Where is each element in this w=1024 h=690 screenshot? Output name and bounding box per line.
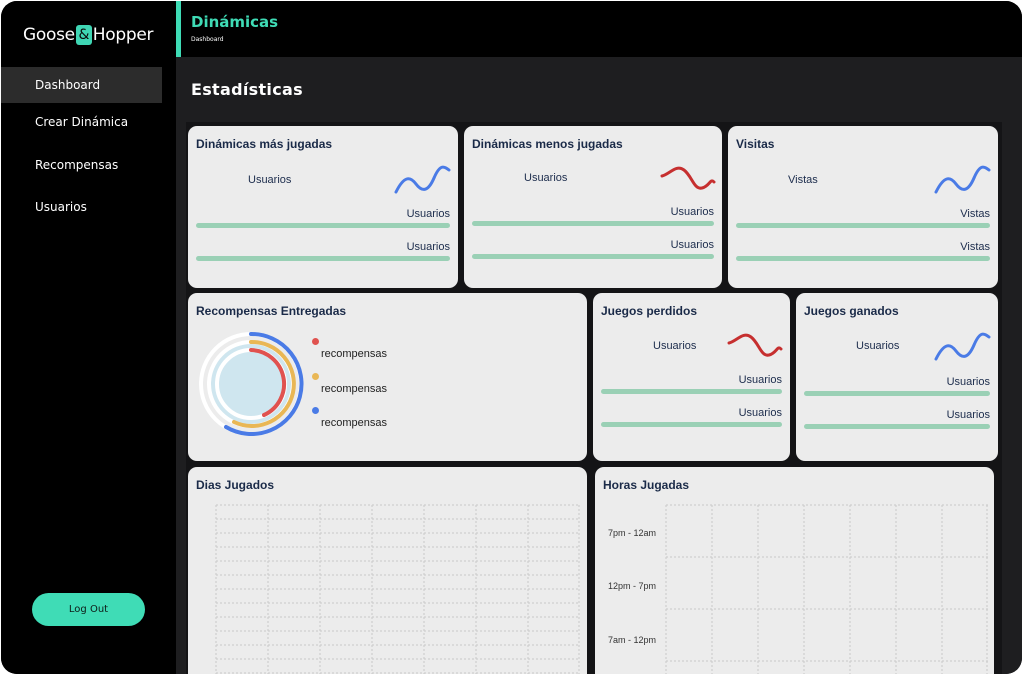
brand-name-right: Hopper (92, 25, 154, 45)
sidebar: Goose & Hopper Dashboard Crear Dinámica Re… (1, 1, 164, 674)
section-heading: Estadísticas (191, 80, 303, 99)
card-title: Dinámicas menos jugadas (472, 137, 623, 151)
legend-label: recompensas (321, 348, 388, 360)
sidebar-item-label: Crear Dinámica (35, 115, 129, 129)
progress-bar (601, 389, 782, 394)
radial-progress-chart (199, 331, 304, 436)
legend-dot-blue (312, 407, 319, 414)
progress-bar (804, 424, 990, 429)
progress-bar (804, 391, 990, 396)
card-horas-jugadas: Horas Jugadas 7pm - 12am 12pm - 7pm 7am … (595, 467, 994, 674)
row-label: Usuarios (406, 208, 450, 220)
card-title: Dinámicas más jugadas (196, 137, 333, 151)
row-label: Vistas (960, 241, 990, 253)
app-window: Goose & Hopper Dashboard Crear Dinámica Re… (1, 1, 1022, 674)
row-label: Usuarios (738, 407, 782, 419)
row-label: Usuarios (406, 241, 450, 253)
card-dias-jugados: Dias Jugados (188, 467, 587, 674)
center-label: Vistas (788, 174, 818, 186)
sidebar-item-dashboard[interactable]: Dashboard (1, 67, 162, 103)
trend-up-icon (394, 165, 451, 194)
brand-logo[interactable]: Goose & Hopper (23, 25, 154, 45)
breadcrumb: Dashboard (191, 36, 224, 43)
card-dinamicas-menos-jugadas: Dinámicas menos jugadas Usuarios Usuario… (464, 126, 722, 288)
header: Dinámicas Dashboard (176, 1, 1022, 57)
center-label: Usuarios (856, 340, 900, 352)
sidebar-item-recompensas[interactable]: Recompensas (1, 147, 162, 183)
stats-panel: Dinámicas más jugadas Usuarios Usuarios … (186, 122, 1002, 674)
card-title: Recompensas Entregadas (196, 304, 347, 318)
y-axis-label: 7am - 12pm (608, 635, 657, 645)
y-axis-label: 12pm - 7pm (608, 581, 657, 591)
dias-jugados-grid (215, 504, 580, 674)
progress-bar (196, 256, 450, 261)
trend-down-icon (660, 166, 716, 190)
main-content: Estadísticas Dinámicas más jugadas Usuar… (176, 57, 1022, 674)
card-dinamicas-mas-jugadas: Dinámicas más jugadas Usuarios Usuarios … (188, 126, 458, 288)
card-title: Juegos ganados (804, 304, 899, 318)
page-title: Dinámicas (191, 13, 279, 31)
card-title: Horas Jugadas (603, 478, 690, 492)
progress-bar (736, 223, 990, 228)
legend-label: recompensas (321, 417, 388, 429)
center-label: Usuarios (248, 174, 292, 186)
legend-dot-yellow (312, 373, 319, 380)
y-axis-label: 7pm - 12am (608, 528, 657, 538)
row-label: Usuarios (670, 239, 714, 251)
trend-up-icon (934, 165, 991, 194)
center-label: Usuarios (524, 172, 568, 184)
legend-label: recompensas (321, 383, 388, 395)
progress-bar (601, 422, 782, 427)
row-label: Usuarios (738, 374, 782, 386)
trend-up-icon (934, 332, 991, 361)
sidebar-item-label: Recompensas (35, 158, 119, 172)
legend-dot-red (312, 338, 319, 345)
card-juegos-ganados: Juegos ganados Usuarios Usuarios Usuario… (796, 293, 998, 461)
row-label: Usuarios (946, 376, 990, 388)
progress-bar (472, 254, 714, 259)
card-title: Juegos perdidos (601, 304, 698, 318)
horas-jugadas-grid (665, 504, 988, 674)
header-accent (176, 1, 181, 57)
progress-bar (196, 223, 450, 228)
brand-ampersand: & (75, 25, 92, 45)
card-juegos-perdidos: Juegos perdidos Usuarios Usuarios Usuari… (593, 293, 790, 461)
sidebar-item-crear-dinamica[interactable]: Crear Dinámica (1, 104, 162, 140)
sidebar-item-usuarios[interactable]: Usuarios (1, 189, 162, 225)
sidebar-item-label: Dashboard (35, 78, 101, 92)
progress-bar (472, 221, 714, 226)
trend-down-icon (727, 333, 783, 357)
brand-name-left: Goose (23, 25, 75, 45)
logout-button[interactable]: Log Out (32, 593, 145, 626)
card-visitas: Visitas Vistas Vistas Vistas (728, 126, 998, 288)
center-label: Usuarios (653, 340, 697, 352)
card-recompensas-entregadas: Recompensas Entregadas recompensas recom… (188, 293, 587, 461)
card-title: Dias Jugados (196, 478, 275, 492)
row-label: Usuarios (946, 409, 990, 421)
row-label: Vistas (960, 208, 990, 220)
sidebar-item-label: Usuarios (35, 200, 87, 214)
progress-bar (736, 256, 990, 261)
row-label: Usuarios (670, 206, 714, 218)
card-title: Visitas (736, 137, 775, 151)
